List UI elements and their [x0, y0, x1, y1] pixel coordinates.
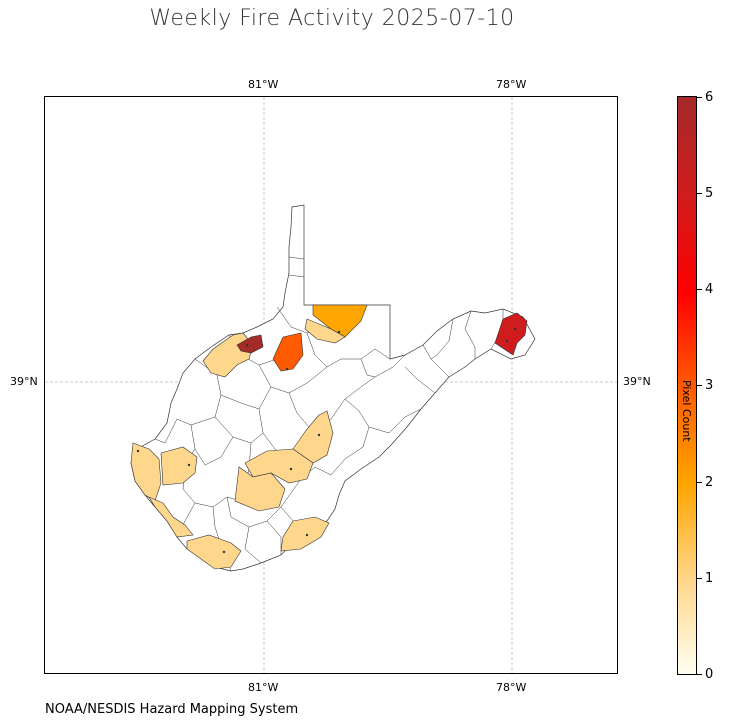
colorbar [677, 96, 697, 675]
colorbar-label-2: 2 [705, 475, 714, 490]
colorbar-tick-3 [697, 385, 702, 386]
map-title: Weekly Fire Activity 2025-07-10 [149, 6, 515, 31]
colorbar-label-5: 5 [705, 186, 714, 201]
colorbar-label-4: 4 [705, 282, 714, 297]
county-lincoln-area [160, 446, 198, 486]
state-outline [130, 204, 536, 572]
map-panel [44, 96, 618, 674]
county-pleasants-area [236, 334, 264, 354]
county-doddridge-area [272, 332, 304, 372]
lon-label-top-81w: 81°W [248, 78, 279, 91]
colorbar-tick-4 [697, 289, 702, 290]
colorbar-label-1: 1 [705, 571, 714, 586]
lat-label-left-39n: 39°N [10, 375, 38, 388]
county-nicholas-area [234, 466, 286, 512]
county-greenbrier-area [280, 516, 330, 552]
colorbar-tick-0 [697, 674, 702, 675]
colorbar-label-6: 6 [705, 90, 714, 105]
colorbar-title: Pixel Count [680, 380, 693, 442]
colorbar-tick-2 [697, 482, 702, 483]
lat-label-right-39n: 39°N [623, 375, 651, 388]
fire-detection-points [136, 327, 517, 554]
colorbar-tick-5 [697, 193, 702, 194]
county-mcdowell-area [186, 534, 242, 570]
county-mingo-area [148, 496, 194, 538]
source-credit: NOAA/NESDIS Hazard Mapping System [45, 702, 299, 717]
lon-label-top-78w: 78°W [496, 78, 527, 91]
county-marion-area [304, 318, 346, 344]
lon-label-bottom-78w: 78°W [496, 681, 527, 694]
colorbar-label-0: 0 [705, 667, 714, 682]
county-randolph-area [292, 410, 334, 464]
county-jefferson-area [494, 312, 528, 356]
colorbar-label-3: 3 [705, 378, 714, 393]
lon-label-bottom-81w: 81°W [248, 681, 279, 694]
map-canvas [45, 97, 617, 673]
colorbar-tick-1 [697, 578, 702, 579]
colorbar-tick-6 [697, 97, 702, 98]
